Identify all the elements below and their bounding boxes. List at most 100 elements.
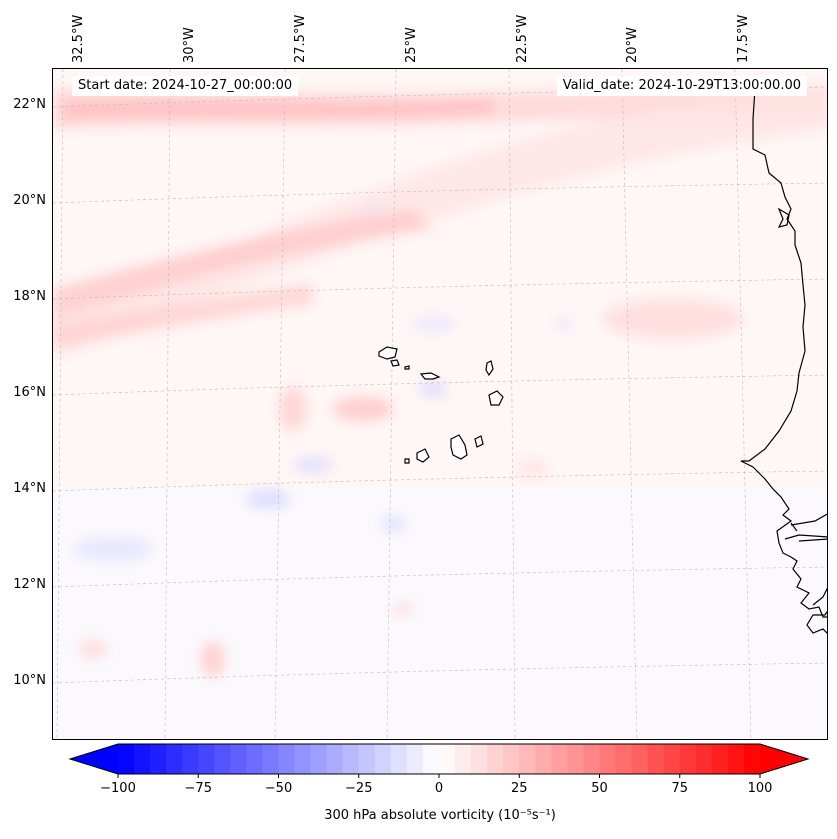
gambia-estuary bbox=[784, 534, 827, 540]
start-date-label: Start date: 2024-10-27_00:00:00 bbox=[72, 76, 299, 96]
island-sal bbox=[485, 360, 494, 377]
central-band bbox=[53, 209, 433, 319]
meridian-line bbox=[164, 69, 171, 739]
colorbar-segment bbox=[326, 744, 344, 774]
longitude-tick-label: 30°W bbox=[182, 27, 198, 63]
longitude-tick-label: 32.5°W bbox=[71, 14, 87, 63]
colorbar-segment bbox=[471, 744, 488, 774]
island-sao-vicente bbox=[390, 359, 400, 367]
colorbar-segment bbox=[695, 744, 713, 774]
colorbar-segment bbox=[615, 744, 633, 774]
colorbar-segment bbox=[711, 744, 729, 774]
island-santo-antao bbox=[378, 346, 398, 360]
colorbar bbox=[68, 743, 810, 778]
valid-date-label: Valid_date: 2024-10-29T13:00:00.00 bbox=[556, 76, 807, 96]
latitude-tick-label: 22°N bbox=[13, 97, 46, 113]
colorbar-segment bbox=[182, 744, 199, 774]
longitude-tick-label: 25°W bbox=[403, 27, 419, 63]
colorbar-segment bbox=[663, 744, 681, 774]
colorbar-segment bbox=[406, 744, 424, 774]
southern-band bbox=[53, 284, 313, 347]
island-santa-luzia bbox=[404, 365, 410, 370]
colorbar-segment bbox=[551, 744, 568, 774]
latitude-tick-label: 14°N bbox=[13, 481, 46, 497]
colorbar-segment bbox=[519, 744, 536, 774]
colorbar-tick-label: 100 bbox=[747, 781, 773, 796]
colorbar-tick-label: −75 bbox=[184, 781, 212, 796]
parallel-line bbox=[53, 470, 827, 492]
island-fogo bbox=[416, 448, 430, 463]
parallel-line bbox=[53, 662, 827, 684]
latitude-tick-label: 12°N bbox=[13, 577, 46, 593]
colorbar-tick-label: 75 bbox=[671, 781, 689, 796]
colorbar-tick-label: −100 bbox=[100, 781, 136, 796]
colorbar-segment bbox=[487, 744, 504, 774]
meridian-line bbox=[56, 69, 64, 739]
africa-coastline bbox=[740, 88, 827, 618]
colorbar-label: 300 hPa absolute vorticity (10⁻⁵s⁻¹) bbox=[324, 808, 556, 823]
africa-coastline-south bbox=[790, 513, 827, 634]
meridian-line bbox=[621, 69, 638, 739]
colorbar-segment bbox=[262, 744, 279, 774]
colorbar-segment bbox=[567, 744, 584, 774]
parallel-line bbox=[53, 374, 827, 396]
colorbar-segment bbox=[230, 744, 247, 774]
colorbar-segment bbox=[599, 744, 617, 774]
island-maio bbox=[474, 435, 484, 448]
meridian-line bbox=[508, 69, 516, 739]
colorbar-segment bbox=[118, 744, 135, 774]
colorbar-segment bbox=[647, 744, 665, 774]
colorbar-extend-max bbox=[760, 744, 808, 774]
island-boa-vista bbox=[488, 390, 504, 406]
colorbar-segment bbox=[166, 744, 183, 774]
longitude-tick-label: 17.5°W bbox=[736, 14, 752, 63]
colorbar-segment bbox=[439, 744, 456, 774]
colorbar-segment bbox=[535, 744, 552, 774]
colorbar-tick-label: −25 bbox=[345, 781, 373, 796]
cape-verde-islands bbox=[378, 346, 504, 464]
ne-diagonal-band bbox=[53, 89, 827, 359]
meridian-line bbox=[734, 69, 752, 739]
colorbar-extend-min bbox=[70, 744, 118, 774]
colorbar-segment bbox=[727, 744, 745, 774]
colorbar-segment bbox=[246, 744, 263, 774]
colorbar-segment bbox=[198, 744, 215, 774]
colorbar-segment bbox=[743, 744, 761, 774]
colorbar-tick-label: −50 bbox=[264, 781, 293, 796]
longitude-tick-label: 27.5°W bbox=[292, 14, 308, 63]
colorbar-segment bbox=[390, 744, 408, 774]
colorbar-segment bbox=[631, 744, 649, 774]
colorbar-tick-label: 0 bbox=[434, 781, 444, 796]
colorbar-segment bbox=[503, 744, 520, 774]
latitude-tick-label: 10°N bbox=[13, 673, 46, 689]
colorbar-segment bbox=[214, 744, 231, 774]
colorbar-segment bbox=[278, 744, 296, 774]
dakhla-inlet bbox=[777, 207, 790, 228]
coastlines bbox=[740, 88, 827, 634]
island-santiago bbox=[450, 434, 468, 460]
latitude-tick-label: 18°N bbox=[13, 289, 46, 305]
meridian-line bbox=[386, 69, 397, 739]
colorbar-segment bbox=[374, 744, 392, 774]
colorbar-segment bbox=[455, 744, 472, 774]
colorbar-tick-label: 50 bbox=[591, 781, 608, 796]
colorbar-tick-label: 25 bbox=[510, 781, 528, 796]
latitude-tick-label: 20°N bbox=[13, 193, 46, 209]
colorbar-segment bbox=[150, 744, 167, 774]
meridian-line bbox=[274, 69, 286, 739]
colorbar-segment bbox=[294, 744, 312, 774]
colorbar-segment bbox=[583, 744, 600, 774]
parallel-line bbox=[53, 278, 827, 300]
colorbar-segment bbox=[679, 744, 697, 774]
colorbar-segment bbox=[422, 744, 440, 774]
vorticity-field bbox=[53, 69, 827, 739]
latitude-tick-label: 16°N bbox=[13, 385, 46, 401]
island-brava bbox=[404, 458, 410, 464]
parallel-line bbox=[53, 182, 827, 204]
vorticity-map bbox=[53, 69, 827, 739]
colorbar-segment bbox=[342, 744, 360, 774]
island-sao-nicolau bbox=[419, 372, 441, 380]
map-panel bbox=[52, 68, 828, 740]
colorbar-segment bbox=[358, 744, 376, 774]
colorbar-segment bbox=[134, 744, 151, 774]
